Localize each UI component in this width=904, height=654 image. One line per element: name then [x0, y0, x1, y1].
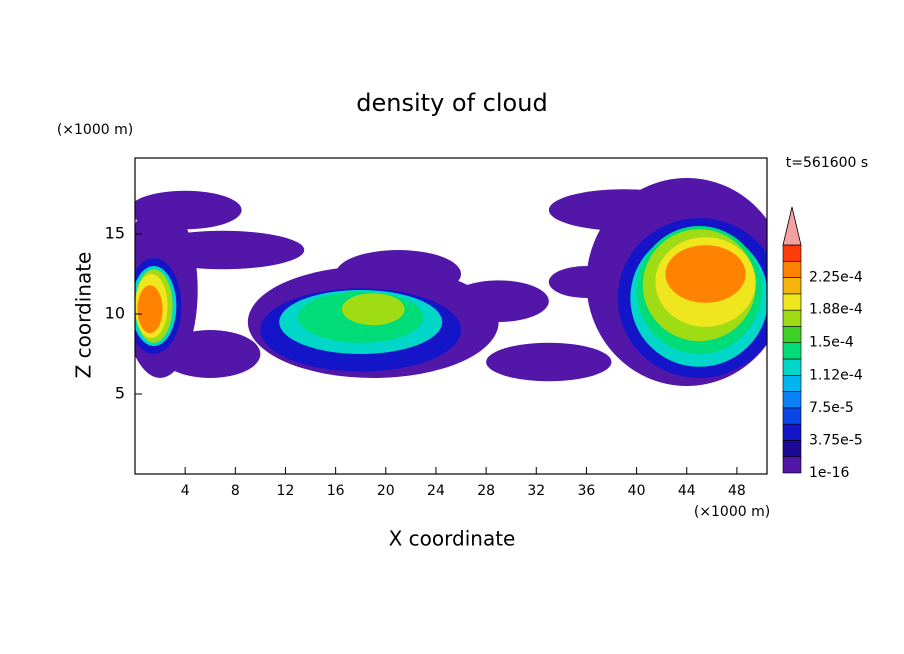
colorbar-box — [782, 293, 802, 311]
x-tick-label: 44 — [678, 483, 696, 499]
plot-frame — [134, 157, 768, 475]
x-tick-label: 28 — [477, 483, 495, 499]
x-tick-label: 16 — [327, 483, 345, 499]
contour-region — [665, 245, 746, 303]
colorbar-tick-label: 1.88e-4 — [809, 302, 863, 318]
contour-region — [341, 293, 405, 326]
colorbar-box — [782, 358, 802, 376]
colorbar-box — [782, 391, 802, 409]
colorbar-box — [782, 277, 802, 295]
x-axis-label: X coordinate — [389, 527, 516, 551]
x-tick-label: 36 — [578, 483, 596, 499]
y-tick-label: 10 — [105, 304, 125, 323]
x-tick-label: 4 — [181, 483, 190, 499]
colorbar-box — [782, 342, 802, 360]
y-tick-label: 5 — [115, 384, 125, 403]
colorbar-extend — [782, 206, 802, 246]
contour-field — [135, 178, 767, 386]
time-annotation: t=561600 s — [786, 155, 868, 171]
x-tick-label: 48 — [728, 483, 746, 499]
chart-title: density of cloud — [356, 89, 547, 117]
colorbar-box — [782, 244, 802, 262]
colorbar-box — [782, 440, 802, 458]
contour-region — [448, 280, 549, 323]
x-tick-label: 24 — [427, 483, 445, 499]
colorbar-tick-label: 1.12e-4 — [809, 368, 863, 384]
x-tick-label: 8 — [231, 483, 240, 499]
x-tick-label: 32 — [527, 483, 545, 499]
colorbar-box — [782, 423, 802, 441]
colorbar-box — [782, 326, 802, 344]
contour-region — [486, 342, 612, 382]
x-unit: (×1000 m) — [694, 504, 770, 520]
contour-region — [335, 250, 462, 298]
colorbar-tick-label: 2.25e-4 — [809, 270, 863, 286]
x-tick-label: 20 — [377, 483, 395, 499]
colorbar-box — [782, 456, 802, 474]
x-tick-label: 40 — [628, 483, 646, 499]
y-tick-label: 15 — [105, 224, 125, 243]
contour-region — [160, 330, 261, 378]
y-unit: (×1000 m) — [57, 122, 133, 138]
x-tick-label: 12 — [277, 483, 295, 499]
colorbar-tick-label: 1.5e-4 — [809, 335, 854, 351]
colorbar-box — [782, 407, 802, 425]
colorbar-box — [782, 260, 802, 278]
colorbar-tick-label: 1e-16 — [809, 465, 849, 481]
contour-region — [141, 230, 305, 270]
colorbar-tick-label: 3.75e-5 — [809, 432, 863, 448]
colorbar-tick-label: 7.5e-5 — [809, 400, 854, 416]
contour-region — [137, 285, 163, 334]
colorbar-box — [782, 374, 802, 392]
colorbar-box — [782, 309, 802, 327]
y-axis-label: Z coordinate — [72, 252, 96, 379]
